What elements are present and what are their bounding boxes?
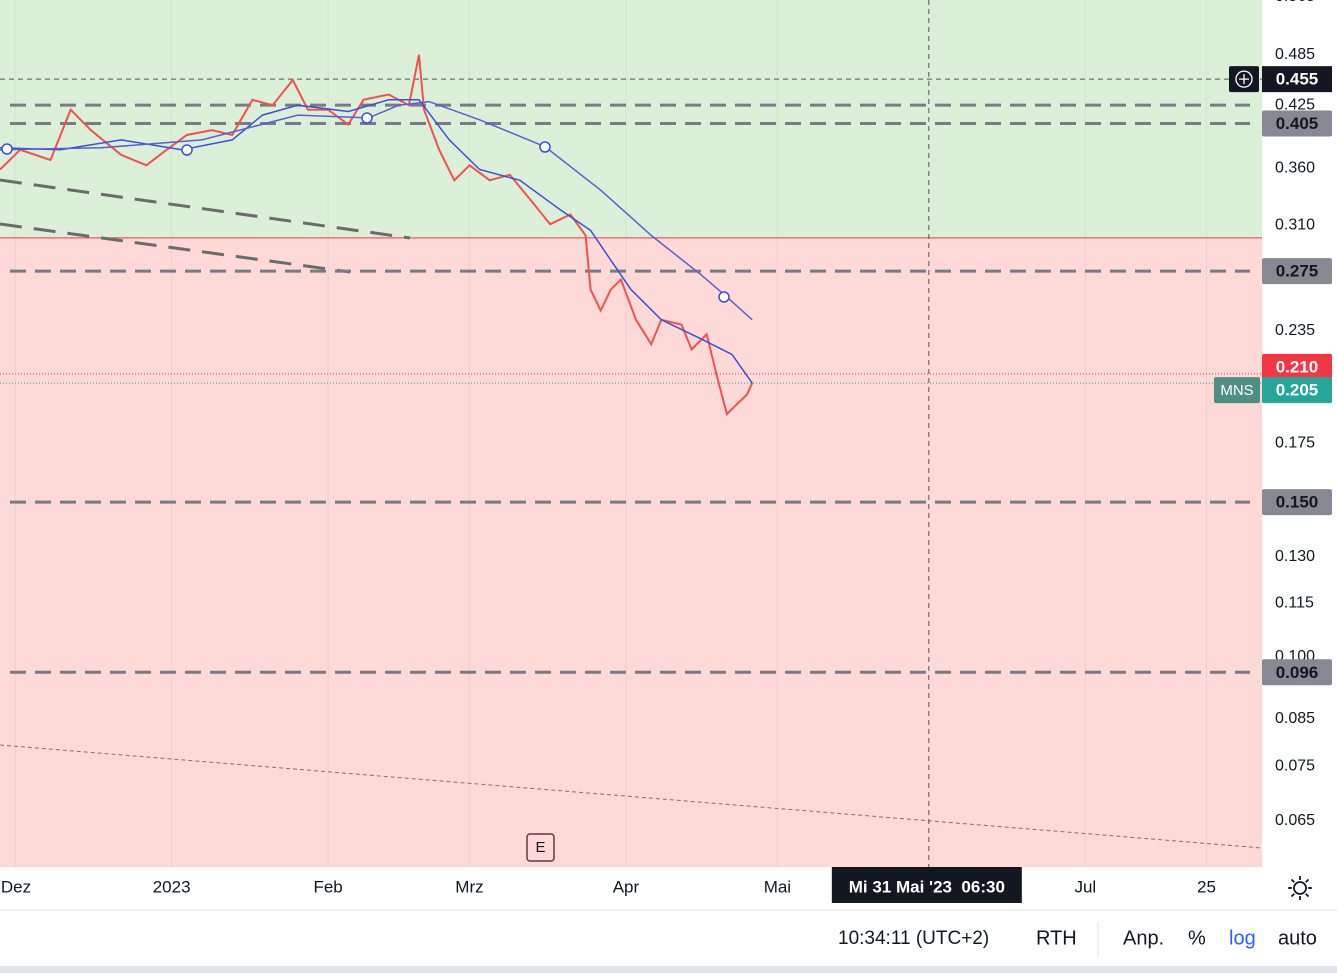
gear-spokes	[1288, 876, 1312, 900]
symbol-badge	[1214, 377, 1260, 404]
symbol-label: MNS	[1220, 382, 1253, 399]
y-tick-label: 0.130	[1275, 548, 1315, 565]
level-label: 0.275	[1276, 262, 1319, 281]
level-badge	[1262, 258, 1332, 285]
clock[interactable]: 10:34:11 (UTC+2)	[838, 928, 989, 949]
trend-line	[0, 178, 411, 240]
toolbar-button[interactable]: RTH	[1036, 927, 1077, 949]
toolbar: RTH Anp.% log auto	[1036, 927, 1317, 949]
event-box	[526, 833, 555, 862]
level-badge	[1262, 489, 1332, 516]
y-tick-label: 0.065	[1275, 812, 1315, 829]
price-axis	[1262, 0, 1337, 867]
zone-above	[0, 0, 1262, 238]
add-icon	[1239, 74, 1249, 85]
trend-line	[0, 222, 351, 274]
toolbar-button[interactable]: auto	[1278, 927, 1317, 949]
x-tick-label: Jul	[1074, 877, 1096, 896]
price-label: 0.210	[1276, 357, 1319, 376]
drawings	[0, 178, 1263, 849]
gear	[1293, 881, 1307, 895]
y-tick-label: 0.425	[1275, 96, 1315, 113]
y-tick-label: 0.175	[1275, 435, 1315, 452]
y-tick-label: 0.310	[1275, 217, 1315, 234]
price-badge	[1262, 377, 1332, 404]
level-label: 0.096	[1276, 663, 1319, 682]
add-icon	[1235, 70, 1253, 88]
moving-average	[0, 100, 753, 321]
x-tick-label: Mrz	[455, 877, 483, 896]
price-badge	[1262, 353, 1332, 380]
crosshair-price: 0.455	[1276, 70, 1319, 89]
crosshair-price-box	[1262, 66, 1332, 93]
anchor	[181, 144, 193, 156]
level-badge	[1262, 110, 1332, 137]
y-tick-label: 0.360	[1275, 160, 1315, 177]
anchors	[1, 112, 730, 303]
toolbar-button[interactable]: log	[1229, 927, 1256, 949]
y-tick-label: 0.085	[1275, 710, 1315, 727]
crosshair-date: Mi 31 Mai '23 06:30	[849, 877, 1005, 896]
y-tick-label: 0.565	[1275, 0, 1315, 5]
anchor	[1, 143, 13, 155]
price-label: 0.205	[1276, 381, 1319, 400]
level-label: 0.150	[1276, 493, 1319, 512]
x-tick-label: 2023	[153, 877, 191, 896]
time-axis	[0, 867, 1337, 910]
bottom-strip	[0, 966, 1337, 973]
level-badge	[1262, 659, 1332, 686]
x-tick-label: Apr	[613, 877, 640, 896]
y-tick-label: 0.115	[1275, 595, 1314, 612]
anchor	[718, 291, 730, 303]
event-label: E	[535, 839, 545, 856]
zone-below	[0, 237, 1262, 867]
y-tick-label: 0.235	[1275, 322, 1315, 339]
crosshair-date-box	[831, 867, 1022, 903]
x-tick-label: Mai	[764, 877, 791, 896]
trend-line	[0, 744, 1263, 849]
event-marker[interactable]: E	[526, 833, 555, 862]
x-tick-label: 25	[1197, 877, 1216, 896]
y-tick-label: 0.485	[1275, 46, 1315, 63]
x-tick-label: Feb	[313, 877, 342, 896]
toolbar-button[interactable]: Anp.	[1123, 927, 1164, 949]
y-tick-label: 0.075	[1275, 758, 1315, 775]
x-tick-label: Dez	[1, 877, 31, 896]
toolbar-button[interactable]: %	[1188, 927, 1206, 949]
settings-icon[interactable]	[1288, 876, 1312, 900]
anchor	[361, 112, 373, 124]
moving-average	[0, 99, 753, 384]
anchor	[539, 141, 551, 153]
level-label: 0.405	[1276, 114, 1319, 133]
